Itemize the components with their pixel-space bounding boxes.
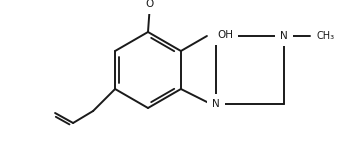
Text: OH: OH — [217, 30, 233, 40]
Text: CH₃: CH₃ — [317, 31, 335, 41]
Text: N: N — [212, 99, 220, 109]
Text: O: O — [146, 0, 154, 9]
Text: N: N — [280, 31, 288, 41]
Text: O: O — [146, 0, 154, 9]
